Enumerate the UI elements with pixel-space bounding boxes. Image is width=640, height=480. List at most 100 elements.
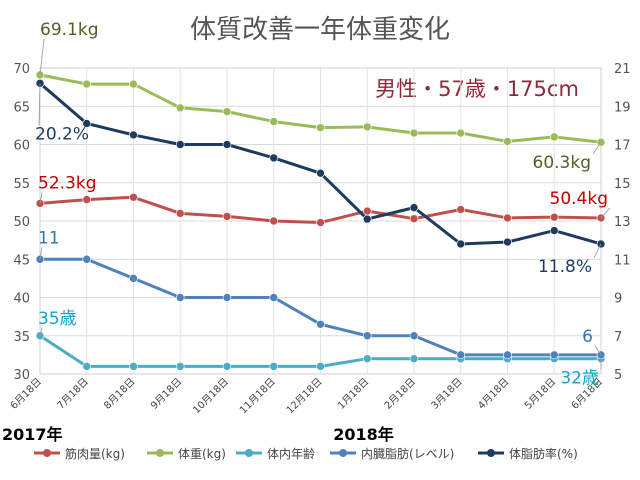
data-label: 20.2% [35, 124, 89, 144]
x-tick-label: 9月18日 [148, 376, 184, 412]
annotation-leader [39, 38, 45, 75]
data-point [503, 213, 512, 223]
y-right-tick-label: 11 [614, 253, 631, 268]
annotation-leader [39, 327, 43, 336]
annotation-leader [39, 192, 43, 204]
y-left-tick-label: 70 [13, 62, 30, 77]
data-point [456, 205, 466, 214]
data-point [269, 216, 279, 226]
data-point [549, 226, 559, 235]
legend-swatch-marker [156, 449, 164, 457]
data-point [549, 132, 559, 142]
legend: 筋肉量(kg) 体重(kg) 体内年齢 内臓脂肪(レベル) 体脂肪率(%) [34, 446, 578, 461]
data-point [222, 212, 232, 221]
annotation-leader [593, 243, 602, 259]
data-point [222, 107, 232, 116]
y-right-tick-label: 9 [614, 292, 622, 307]
data-point [82, 79, 92, 89]
annotation-leader [592, 141, 602, 155]
y-left-tick-label: 40 [13, 292, 30, 307]
annotation-leader [39, 247, 43, 260]
data-point [82, 119, 92, 128]
data-point [456, 128, 466, 138]
annotation-leader [600, 207, 611, 219]
data-point [362, 331, 372, 341]
y-right-tick-label: 21 [614, 62, 631, 77]
data-point [175, 293, 185, 302]
x-tick-label: 10月18日 [190, 376, 231, 417]
y-right-tick-label: 17 [614, 139, 631, 154]
data-point [503, 137, 512, 146]
data-point [269, 362, 279, 371]
data-point [549, 212, 559, 222]
data-point [82, 195, 92, 204]
legend-swatch-marker [245, 449, 253, 457]
data-point [409, 331, 419, 341]
x-tick-label: 7月18日 [55, 376, 91, 412]
data-point [409, 354, 419, 364]
chart-subtitle: 男性・57歳・175cm [375, 77, 579, 101]
data-point [503, 350, 512, 360]
data-point [316, 123, 325, 132]
data-label: 60.3kg [533, 153, 592, 173]
data-point [129, 362, 138, 371]
y-right-tick-label: 7 [614, 330, 622, 345]
x-tick-label: 12月18日 [284, 376, 325, 417]
x-tick-label: 2月18日 [382, 376, 418, 412]
data-label: 35歳 [38, 309, 77, 329]
x-tick-label: 5月18日 [522, 376, 558, 412]
data-point [456, 350, 466, 360]
data-point [269, 293, 279, 302]
annotation-leader [594, 345, 602, 356]
data-label: 11.8% [538, 257, 592, 277]
data-point [316, 362, 325, 371]
data-point [82, 254, 92, 264]
data-point [503, 237, 512, 247]
data-point [409, 203, 419, 212]
data-point [362, 206, 372, 216]
data-point [129, 192, 138, 202]
y-right-tick-label: 5 [614, 368, 622, 383]
y-left-tick-label: 30 [13, 368, 30, 383]
legend-label: 筋肉量(kg) [65, 446, 125, 461]
data-point [549, 350, 559, 360]
x-tick-label: 11月18日 [237, 376, 278, 417]
data-point [316, 218, 325, 227]
series-lines [35, 70, 606, 371]
legend-swatch-marker [487, 449, 495, 457]
data-point [456, 239, 466, 249]
data-point [409, 128, 419, 138]
data-point [269, 153, 279, 163]
annotations: 69.1kg 60.3kg 52.3kg 50.4kg 20.2% 11.8% 11 6 35歳… [35, 20, 611, 389]
legend-label: 体内年齢 [267, 446, 315, 461]
data-point [222, 140, 232, 149]
x-tick-label: 4月18日 [475, 376, 511, 412]
data-point [316, 319, 325, 329]
chart-title: 体質改善一年体重変化 [190, 15, 450, 45]
y-left-tick-label: 35 [13, 330, 30, 345]
data-point [175, 362, 185, 371]
year-label: 2017年 [2, 425, 63, 444]
data-point [175, 103, 185, 113]
data-label: 11 [38, 228, 60, 248]
legend-label: 内臓脂肪(レベル) [361, 446, 454, 461]
y-left-tick-label: 65 [13, 100, 30, 115]
data-label: 32歳 [560, 369, 599, 389]
data-point [222, 293, 232, 302]
y-left-tick-label: 60 [13, 139, 30, 154]
data-label: 52.3kg [38, 173, 97, 193]
legend-swatch-marker [43, 449, 51, 457]
legend-swatch-marker [339, 449, 347, 457]
y-left-tick-label: 50 [13, 215, 30, 230]
y-left-tick-label: 55 [13, 177, 30, 192]
data-point [362, 354, 372, 364]
y-left-tick-label: 45 [13, 253, 30, 268]
data-point [129, 274, 138, 283]
y-right-tick-label: 13 [614, 215, 631, 230]
data-point [269, 117, 279, 126]
data-point [362, 122, 372, 132]
y-right-tick-label: 19 [614, 100, 631, 115]
x-tick-label: 8月18日 [101, 376, 137, 412]
